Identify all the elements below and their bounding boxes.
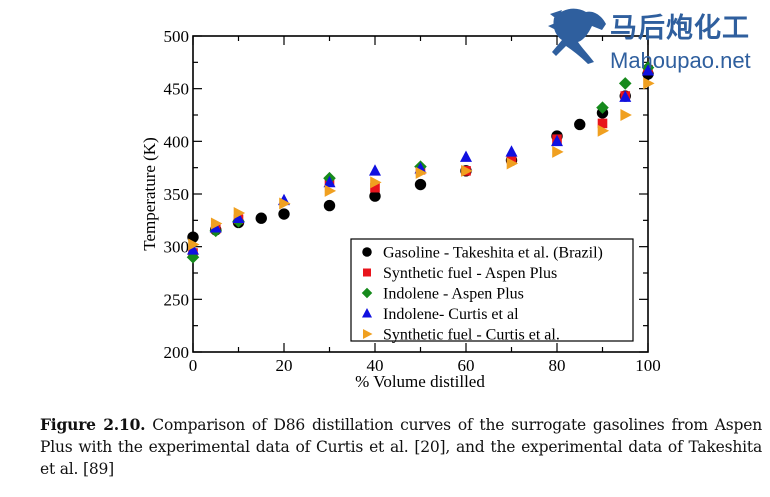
- data-point-square: [597, 118, 608, 129]
- data-point-triangle-right: [324, 184, 337, 197]
- data-point-circle: [369, 190, 381, 202]
- y-axis-title: Temperature (K): [140, 137, 159, 251]
- data-point-triangle-up: [642, 64, 654, 76]
- x-tick-label: 0: [189, 356, 198, 375]
- legend-marker-square: [363, 268, 371, 277]
- series-triangle-right: [188, 77, 655, 251]
- chart: 0 20 40 60 80 100 200 250 300 350 400 450 500 % Volu…: [140, 27, 661, 391]
- data-point-square: [370, 182, 380, 193]
- caption-label: Figure 2.10.: [40, 415, 146, 434]
- legend-marker-circle: [362, 247, 372, 257]
- legend-item: Indolene- Curtis et al: [362, 306, 519, 323]
- x-tick-label: 60: [458, 356, 475, 375]
- y-tick-label: 300: [164, 238, 190, 257]
- horse-icon: [548, 8, 606, 64]
- data-point-triangle-right: [506, 157, 519, 170]
- data-point-triangle-right: [620, 109, 632, 121]
- y-tick-label: 350: [164, 185, 190, 204]
- data-point-triangle-up: [505, 145, 518, 157]
- legend-label: Indolene - Aspen Plus: [383, 286, 524, 303]
- data-point-triangle-right: [552, 145, 564, 158]
- data-point-triangle-up: [232, 211, 245, 224]
- data-point-diamond: [186, 250, 200, 264]
- data-point-circle: [323, 199, 336, 212]
- caption-text: Comparison of D86 distillation curves of…: [40, 416, 763, 478]
- data-marks: [186, 61, 655, 264]
- data-point-triangle-up: [619, 90, 632, 102]
- data-point-diamond: [596, 101, 609, 114]
- data-point-triangle-right: [279, 197, 291, 210]
- data-point-circle: [278, 208, 290, 220]
- data-point-diamond: [618, 77, 632, 90]
- plot-axes: 0 20 40 60 80 100 200 250 300 350 400 450 500: [164, 27, 661, 375]
- data-point-triangle-right: [461, 164, 473, 177]
- x-tick-label: 100: [635, 356, 661, 375]
- legend-item: Synthetic fuel - Curtis et al.: [363, 327, 560, 344]
- legend-item: Synthetic fuel - Aspen Plus: [363, 265, 557, 282]
- data-point-triangle-right: [643, 77, 655, 90]
- watermark: 马后炮化工 Mahoupao.net: [548, 4, 770, 74]
- data-point-circle: [255, 212, 267, 224]
- legend-label: Indolene- Curtis et al: [383, 306, 519, 323]
- data-point-triangle-right: [597, 124, 610, 137]
- data-point-triangle-right: [370, 176, 382, 189]
- watermark-chinese-text: 马后炮化工: [610, 13, 750, 44]
- legend-item: Gasoline - Takeshita et al. (Brazil): [362, 245, 603, 262]
- legend-label: Synthetic fuel - Curtis et al.: [383, 327, 560, 344]
- series-circle: [187, 68, 654, 243]
- figure-caption: Figure 2.10. Comparison of D86 distillat…: [40, 414, 762, 480]
- data-point-circle: [574, 118, 586, 131]
- data-point-triangle-up: [460, 150, 472, 162]
- legend-marker-diamond: [361, 287, 373, 299]
- x-axis-title: % Volume distilled: [355, 372, 485, 391]
- legend-label: Gasoline - Takeshita et al. (Brazil): [383, 245, 603, 262]
- y-tick-label: 250: [164, 290, 190, 309]
- data-point-triangle-up: [323, 175, 336, 188]
- data-point-square: [506, 154, 517, 165]
- legend-box: [350, 238, 634, 342]
- x-tick-label: 80: [549, 356, 566, 375]
- legend-label: Synthetic fuel - Aspen Plus: [383, 265, 557, 282]
- x-tick-label: 40: [367, 356, 384, 375]
- watermark-site-text: Mahoupao.net: [610, 48, 751, 73]
- legend-marker-triangle-up: [362, 308, 372, 318]
- legend-marker-triangle-right: [363, 329, 373, 339]
- data-point-triangle-up: [187, 243, 199, 255]
- data-point-triangle-right: [233, 206, 246, 219]
- data-point-triangle-right: [415, 166, 428, 179]
- y-tick-label: 500: [164, 27, 190, 46]
- series-triangle-up: [187, 64, 654, 255]
- y-tick-label: 450: [164, 80, 190, 99]
- data-point-circle: [414, 178, 427, 191]
- data-point-triangle-up: [551, 134, 563, 147]
- legend-item: Indolene - Aspen Plus: [361, 286, 524, 303]
- legend: Gasoline - Takeshita et al. (Brazil) Synt…: [350, 238, 634, 344]
- x-tick-label: 20: [276, 356, 293, 375]
- y-tick-label: 400: [164, 132, 190, 151]
- data-point-triangle-right: [210, 217, 223, 230]
- data-point-triangle-right: [188, 238, 200, 251]
- y-tick-label: 200: [164, 343, 190, 362]
- data-point-triangle-up: [369, 164, 381, 176]
